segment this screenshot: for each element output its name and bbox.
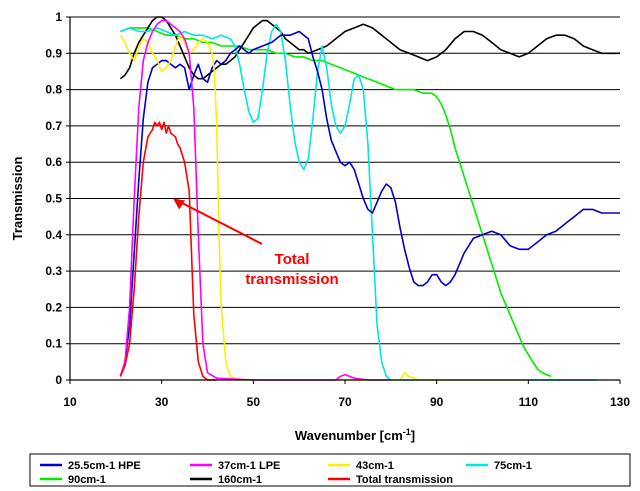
y-tick-label-1: 0.1 xyxy=(45,337,62,351)
annotation: Total transmission xyxy=(173,198,339,288)
y-tick-label-9: 0.9 xyxy=(45,46,62,60)
legend-label-3: 75cm-1 xyxy=(494,460,532,472)
annotation-arrowhead xyxy=(173,198,186,210)
legend-label-0: 25.5cm-1 HPE xyxy=(68,460,141,472)
x-tick-label-0: 10 xyxy=(63,395,77,409)
x-axis-label-superscript: -1 xyxy=(403,427,411,437)
x-tick-label-1: 30 xyxy=(155,395,169,409)
annotation-text-line1: Total xyxy=(275,251,310,268)
series-line-3 xyxy=(120,23,598,381)
series-line-4 xyxy=(120,27,552,378)
legend-box xyxy=(29,453,631,487)
y-tick-label-3: 0.3 xyxy=(45,264,62,278)
y-tick-label-4: 0.4 xyxy=(45,228,62,242)
series-line-2 xyxy=(119,34,529,381)
legend-label-6: Total transmission xyxy=(356,474,453,486)
y-tick-label-5: 0.5 xyxy=(45,192,62,206)
series-line-6 xyxy=(119,121,217,381)
y-tick-label-8: 0.8 xyxy=(45,83,62,97)
x-axis-label-end: ] xyxy=(411,428,415,443)
legend-label-4: 90cm-1 xyxy=(68,474,106,486)
x-axis-label-main: Wavenumber [cm xyxy=(295,428,403,443)
annotation-text-line2: transmission xyxy=(245,271,338,288)
series-line-0 xyxy=(119,30,620,377)
grid-lines xyxy=(70,16,620,345)
y-tick-label-10: 1 xyxy=(55,10,62,24)
y-axis-label: Transmission xyxy=(10,157,25,241)
legend-label-5: 160cm-1 xyxy=(218,474,262,486)
x-tick-label-6: 130 xyxy=(610,395,630,409)
x-tick-label-4: 90 xyxy=(430,395,444,409)
series-line-1 xyxy=(119,19,391,381)
x-axis-label: Wavenumber [cm-1] xyxy=(295,427,415,443)
legend: 25.5cm-1 HPE 37cm-1 LPE 43cm-1 75cm-1 90cm-1… xyxy=(29,453,631,487)
x-tick-label-3: 70 xyxy=(338,395,352,409)
legend-label-2: 43cm-1 xyxy=(356,460,394,472)
x-tick-label-5: 110 xyxy=(519,395,539,409)
y-tick-label-2: 0.2 xyxy=(45,300,62,314)
y-tick-label-7: 0.7 xyxy=(45,119,62,133)
legend-label-1: 37cm-1 LPE xyxy=(218,460,280,472)
y-tick-label-6: 0.6 xyxy=(45,155,62,169)
y-tick-label-0: 0 xyxy=(55,373,62,387)
annotation-arrow xyxy=(176,199,263,245)
x-tick-label-2: 50 xyxy=(247,395,261,409)
